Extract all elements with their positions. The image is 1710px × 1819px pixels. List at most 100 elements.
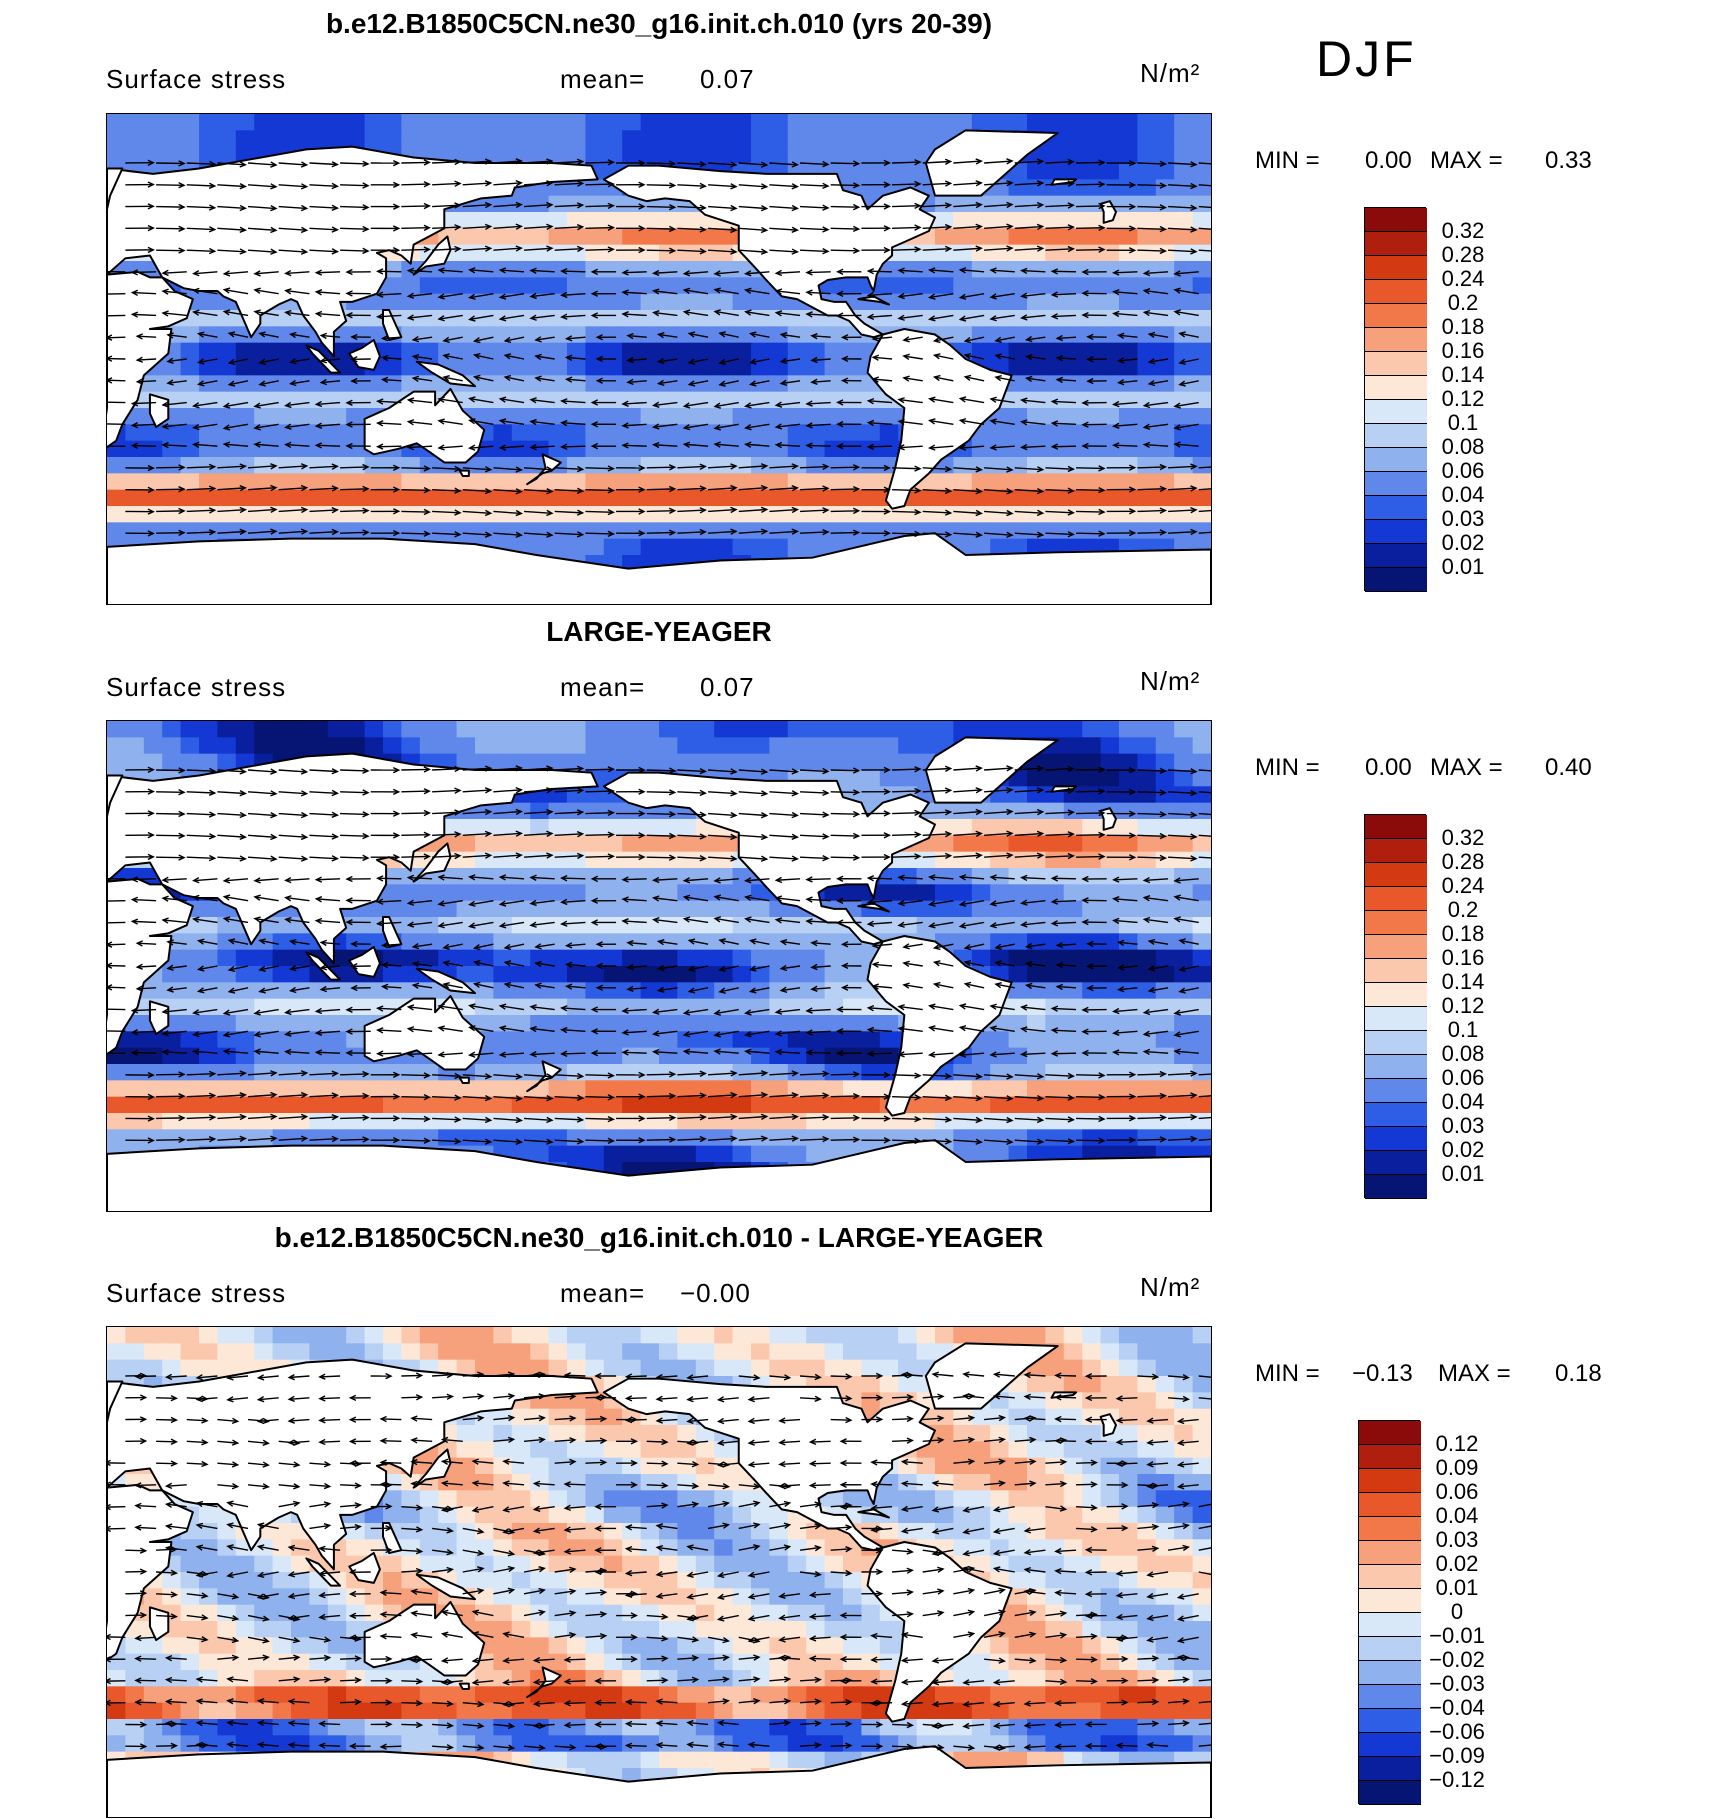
colorbar-box bbox=[1359, 1469, 1421, 1493]
colorbar-box bbox=[1365, 1055, 1427, 1079]
colorbar-box bbox=[1365, 520, 1427, 544]
colorbar-label: 0.2 bbox=[1447, 897, 1479, 922]
colorbar-box bbox=[1365, 232, 1427, 256]
colorbar-box bbox=[1365, 328, 1427, 352]
colorbar-box bbox=[1365, 448, 1427, 472]
colorbar-label: 0.16 bbox=[1441, 945, 1485, 970]
colorbar-box bbox=[1359, 1661, 1421, 1685]
colorbar-label: 0.24 bbox=[1441, 266, 1485, 291]
colorbar-box bbox=[1359, 1757, 1421, 1781]
panel-3-max-value: 0.18 bbox=[1555, 1360, 1602, 1387]
map-canvas bbox=[107, 721, 1211, 1211]
colorbar-label: 0.01 bbox=[1435, 1575, 1479, 1600]
panel-1-units: N/m² bbox=[1140, 58, 1201, 88]
colorbar-label: 0.1 bbox=[1447, 1017, 1479, 1042]
colorbar-label: 0.06 bbox=[1435, 1479, 1479, 1504]
colorbar-box bbox=[1365, 1127, 1427, 1151]
season-label: DJF bbox=[1316, 31, 1417, 87]
colorbar-box bbox=[1359, 1517, 1421, 1541]
colorbar-label: −0.12 bbox=[1429, 1767, 1485, 1792]
panel-2-min-label: MIN = bbox=[1255, 754, 1320, 781]
colorbar-label: 0.02 bbox=[1441, 1137, 1485, 1162]
panel-1-variable: Surface stress bbox=[106, 64, 287, 94]
colorbar-box bbox=[1365, 544, 1427, 568]
colorbar-box bbox=[1365, 911, 1427, 935]
panel-2-map bbox=[106, 720, 1212, 1212]
colorbar-label: 0.04 bbox=[1435, 1503, 1479, 1528]
panel-3-min-label: MIN = bbox=[1255, 1360, 1320, 1387]
panel-3-mean-label: mean= bbox=[560, 1278, 646, 1308]
colorbar-label: 0.01 bbox=[1441, 554, 1485, 579]
colorbar-label: 0.12 bbox=[1441, 993, 1485, 1018]
stress-vectors bbox=[107, 158, 1211, 539]
colorbar-label: 0.32 bbox=[1441, 825, 1485, 850]
colorbar-label: 0.2 bbox=[1447, 290, 1479, 315]
panel-3-max-label: MAX = bbox=[1438, 1360, 1511, 1387]
colorbar-label: 0.32 bbox=[1441, 218, 1485, 243]
colorbar-label: 0.18 bbox=[1441, 921, 1485, 946]
colorbar-strip bbox=[1364, 814, 1427, 1199]
colorbar-box bbox=[1365, 568, 1427, 592]
colorbar-box bbox=[1359, 1685, 1421, 1709]
panel-2-max-value: 0.40 bbox=[1545, 754, 1592, 781]
colorbar-label: 0.03 bbox=[1441, 1113, 1485, 1138]
colorbar-box bbox=[1359, 1637, 1421, 1661]
colorbar-box bbox=[1365, 256, 1427, 280]
colorbar-label: −0.03 bbox=[1429, 1671, 1485, 1696]
colorbar-box bbox=[1365, 1031, 1427, 1055]
colorbar-box bbox=[1365, 839, 1427, 863]
panel-1-min-value: 0.00 bbox=[1365, 147, 1412, 174]
colorbar-label: 0.08 bbox=[1441, 1041, 1485, 1066]
panel-3-mean-value: −0.00 bbox=[680, 1278, 751, 1308]
colorbar-box bbox=[1365, 935, 1427, 959]
panel-2-mean-value: 0.07 bbox=[700, 672, 755, 702]
colorbar-box bbox=[1365, 863, 1427, 887]
coastlines bbox=[107, 736, 1211, 1211]
colorbar-box bbox=[1365, 959, 1427, 983]
colorbar-label: 0.02 bbox=[1441, 530, 1485, 555]
colorbar-box bbox=[1359, 1781, 1421, 1805]
colorbar-box bbox=[1359, 1421, 1421, 1445]
stress-vectors bbox=[107, 765, 1211, 1146]
colorbar-box bbox=[1365, 376, 1427, 400]
colorbar-strip bbox=[1364, 207, 1427, 592]
panel-1-map bbox=[106, 113, 1212, 605]
panel-2-mean-label: mean= bbox=[560, 672, 646, 702]
colorbar-label: 0.06 bbox=[1441, 1065, 1485, 1090]
colorbar-label: 0.14 bbox=[1441, 969, 1485, 994]
colorbar-box bbox=[1365, 815, 1427, 839]
colorbar-box bbox=[1365, 1079, 1427, 1103]
colorbar-box bbox=[1365, 1175, 1427, 1199]
colorbar-label: 0.09 bbox=[1435, 1455, 1479, 1480]
panel-3-title: b.e12.B1850C5CN.ne30_g16.init.ch.010 - L… bbox=[274, 1222, 1044, 1253]
colorbar-label: 0.28 bbox=[1441, 242, 1485, 267]
panel-1-mean-value: 0.07 bbox=[700, 64, 755, 94]
colorbar-box bbox=[1365, 983, 1427, 1007]
colorbar-box bbox=[1359, 1709, 1421, 1733]
panel-1-colorbar: 0.32 0.28 0.24 0.2 0.18 0.16 0.14 0.12 0.1 0.08 0.… bbox=[1364, 207, 1504, 597]
colorbar-box bbox=[1365, 280, 1427, 304]
panel-1-title: b.e12.B1850C5CN.ne30_g16.init.ch.010 (yr… bbox=[325, 8, 993, 39]
panel-3-units: N/m² bbox=[1140, 1272, 1201, 1302]
colorbar-box bbox=[1359, 1613, 1421, 1637]
colorbar-box bbox=[1359, 1565, 1421, 1589]
panel-2-max-label: MAX = bbox=[1430, 754, 1503, 781]
panel-1-mean-label: mean= bbox=[560, 64, 646, 94]
map-canvas bbox=[107, 114, 1211, 604]
colorbar-box bbox=[1365, 352, 1427, 376]
colorbar-label: −0.02 bbox=[1429, 1647, 1485, 1672]
colorbar-label: 0.04 bbox=[1441, 482, 1485, 507]
colorbar-label: 0.24 bbox=[1441, 873, 1485, 898]
colorbar-label: 0.02 bbox=[1435, 1551, 1479, 1576]
colorbar-label: −0.01 bbox=[1429, 1623, 1485, 1648]
colorbar-box bbox=[1359, 1541, 1421, 1565]
colorbar-box bbox=[1359, 1589, 1421, 1613]
colorbar-label: 0.04 bbox=[1441, 1089, 1485, 1114]
panel-3-min-value: −0.13 bbox=[1352, 1360, 1413, 1387]
colorbar-box bbox=[1359, 1733, 1421, 1757]
panel-1-max-label: MAX = bbox=[1430, 147, 1503, 174]
panel-1-max-value: 0.33 bbox=[1545, 147, 1592, 174]
colorbar-label: −0.04 bbox=[1429, 1695, 1485, 1720]
panel-3-variable: Surface stress bbox=[106, 1278, 287, 1308]
colorbar-box bbox=[1365, 472, 1427, 496]
